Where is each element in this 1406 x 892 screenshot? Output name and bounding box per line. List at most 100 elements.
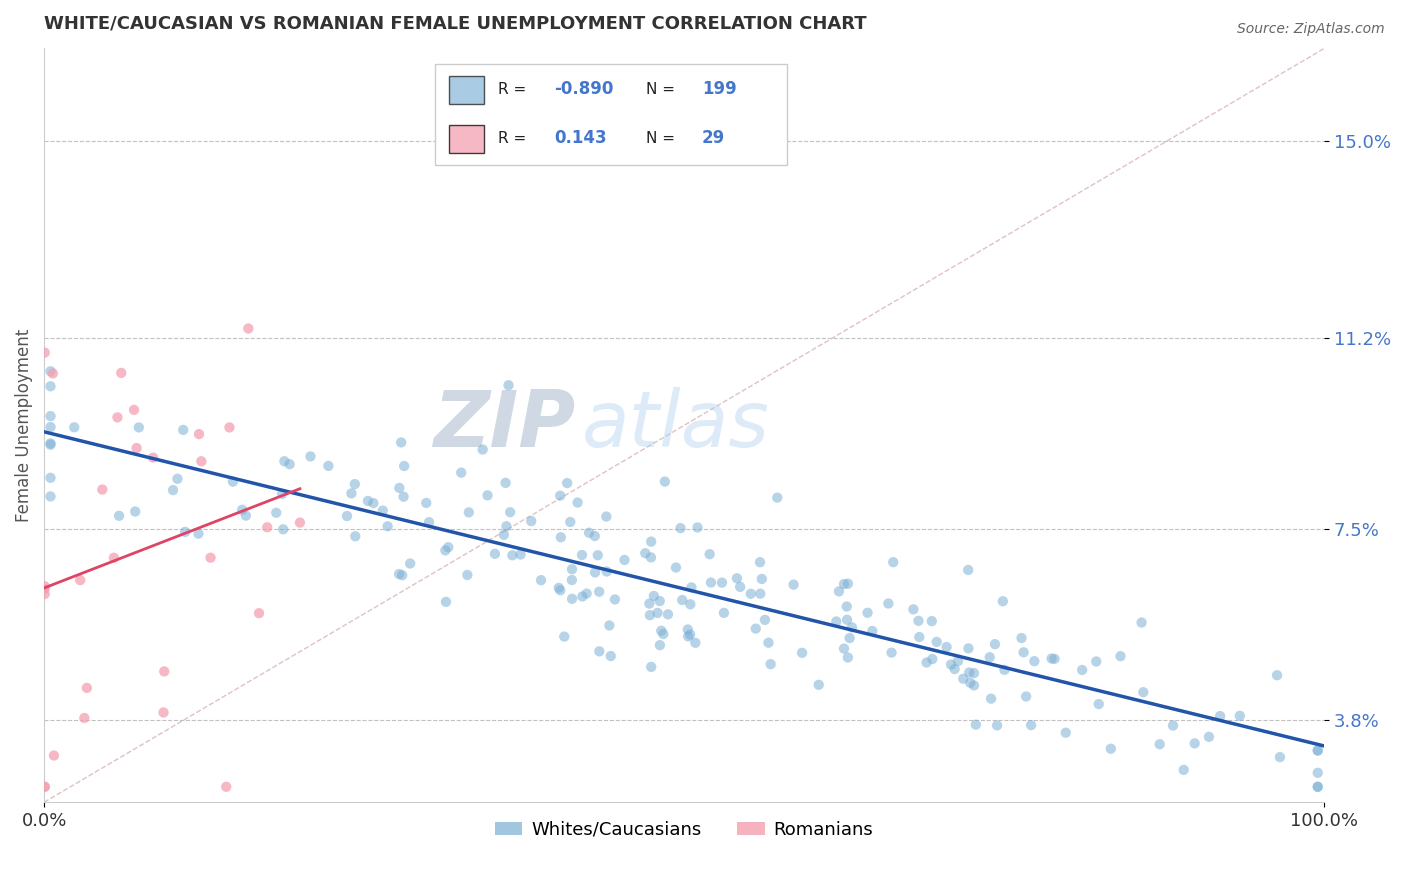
- Point: [1198, 730, 1220, 744]
- Point: [548, 489, 571, 503]
- Point: [501, 549, 523, 563]
- Point: [318, 458, 340, 473]
- Point: [550, 583, 572, 598]
- Point: [686, 520, 709, 534]
- Point: [152, 706, 174, 720]
- Point: [856, 606, 879, 620]
- Point: [837, 650, 859, 665]
- Y-axis label: Female Unemployment: Female Unemployment: [15, 329, 32, 522]
- Point: [340, 486, 363, 500]
- Point: [838, 631, 860, 645]
- Point: [880, 646, 903, 660]
- Point: [676, 623, 699, 637]
- Point: [575, 586, 598, 600]
- Point: [963, 666, 986, 681]
- Point: [39, 409, 62, 423]
- Point: [782, 577, 804, 591]
- Point: [979, 650, 1001, 665]
- Point: [509, 548, 531, 562]
- Point: [749, 587, 772, 601]
- Point: [980, 691, 1002, 706]
- Point: [935, 640, 957, 654]
- Text: atlas: atlas: [582, 387, 769, 463]
- Point: [647, 606, 669, 620]
- Point: [388, 567, 411, 582]
- Point: [1184, 736, 1206, 750]
- Point: [343, 477, 366, 491]
- Point: [957, 641, 980, 656]
- Point: [835, 599, 858, 614]
- Point: [745, 622, 768, 636]
- Point: [392, 458, 415, 473]
- Text: WHITE/CAUCASIAN VS ROMANIAN FEMALE UNEMPLOYMENT CORRELATION CHART: WHITE/CAUCASIAN VS ROMANIAN FEMALE UNEMP…: [44, 15, 866, 33]
- Point: [571, 548, 593, 562]
- Point: [484, 547, 506, 561]
- Point: [965, 717, 987, 731]
- Point: [264, 506, 287, 520]
- Point: [907, 614, 929, 628]
- Point: [231, 503, 253, 517]
- Point: [103, 550, 125, 565]
- Point: [567, 495, 589, 509]
- Point: [1012, 645, 1035, 659]
- Point: [388, 481, 411, 495]
- Point: [588, 644, 610, 658]
- Point: [1015, 690, 1038, 704]
- Point: [1209, 709, 1232, 723]
- Point: [877, 597, 900, 611]
- Point: [124, 504, 146, 518]
- Point: [943, 662, 966, 676]
- Point: [984, 637, 1007, 651]
- Point: [256, 520, 278, 534]
- Point: [640, 660, 662, 674]
- Point: [959, 676, 981, 690]
- Point: [828, 584, 851, 599]
- Point: [336, 509, 359, 524]
- Point: [238, 321, 260, 335]
- Point: [418, 515, 440, 529]
- Point: [759, 657, 782, 672]
- Point: [162, 483, 184, 497]
- Point: [648, 638, 671, 652]
- Point: [128, 420, 150, 434]
- Point: [1043, 652, 1066, 666]
- Point: [172, 423, 194, 437]
- Point: [595, 509, 617, 524]
- Point: [638, 608, 661, 623]
- Point: [344, 529, 367, 543]
- Point: [1265, 668, 1288, 682]
- Point: [725, 571, 748, 585]
- Point: [122, 402, 145, 417]
- Point: [174, 524, 197, 539]
- Point: [530, 573, 553, 587]
- Point: [110, 366, 132, 380]
- Point: [710, 575, 733, 590]
- Point: [357, 494, 380, 508]
- Point: [1011, 631, 1033, 645]
- Point: [561, 591, 583, 606]
- Point: [832, 577, 855, 591]
- Point: [758, 636, 780, 650]
- Point: [652, 627, 675, 641]
- Point: [1071, 663, 1094, 677]
- Point: [42, 748, 65, 763]
- Point: [640, 534, 662, 549]
- Point: [39, 379, 62, 393]
- Point: [200, 550, 222, 565]
- Point: [69, 573, 91, 587]
- Point: [807, 678, 830, 692]
- Point: [860, 624, 883, 638]
- Point: [299, 450, 322, 464]
- Point: [946, 654, 969, 668]
- Point: [560, 515, 582, 529]
- Point: [740, 587, 762, 601]
- Point: [598, 618, 620, 632]
- Point: [638, 597, 661, 611]
- Point: [222, 475, 245, 489]
- Point: [699, 547, 721, 561]
- Point: [1024, 654, 1046, 668]
- Point: [218, 420, 240, 434]
- Point: [492, 528, 515, 542]
- Point: [1306, 780, 1329, 794]
- Point: [669, 521, 692, 535]
